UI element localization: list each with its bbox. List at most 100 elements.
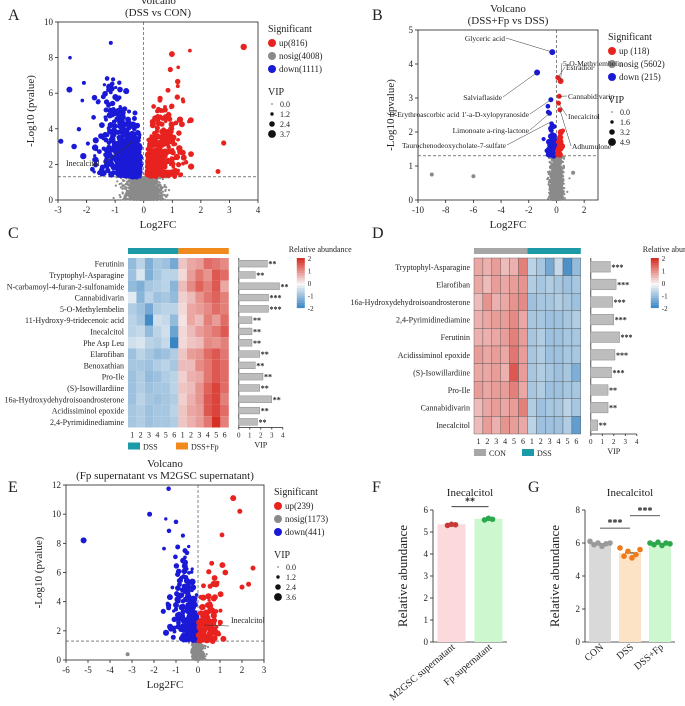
x-tick-label: -2: [83, 205, 91, 215]
vip-size-marker: [269, 121, 275, 127]
data-point: [561, 195, 564, 198]
data-point: [117, 86, 123, 93]
data-point: [105, 168, 110, 172]
y-tick-label: 2: [49, 159, 54, 169]
heat-cell: [186, 291, 196, 304]
heat-cell: [153, 337, 162, 349]
heat-cell: [195, 382, 204, 394]
heat-cell: [144, 337, 154, 349]
data-point: [165, 87, 171, 93]
heat-cell: [220, 371, 229, 383]
row-label: Pro-Ile: [102, 373, 125, 382]
data-point: [558, 131, 563, 137]
data-point: [126, 109, 132, 114]
data-point: [174, 78, 181, 85]
row-label: 11-Hydroxy-9-tridecenoic acid: [25, 316, 124, 325]
data-point: [161, 178, 164, 181]
heat-cell: [161, 280, 170, 292]
data-point: [558, 166, 562, 169]
data-point: [558, 179, 561, 182]
heat-cell: [203, 258, 212, 270]
data-point: [118, 117, 125, 124]
heat-cell: [144, 325, 154, 338]
data-point: [555, 197, 558, 200]
heat-cell: [220, 416, 229, 428]
heat-cell: [195, 291, 204, 304]
heat-cell: [153, 393, 162, 405]
data-point: [176, 130, 182, 136]
heat-cell: [144, 258, 154, 270]
data-point: [155, 164, 162, 171]
row-label: Tryptophyl-Asparagine: [49, 271, 124, 280]
vip-size-label: 3.7: [280, 130, 290, 139]
heat-cell: [170, 337, 179, 349]
data-point: [152, 130, 157, 136]
heat-cell: [170, 314, 179, 326]
heat-cell: [161, 314, 170, 326]
heat-cell: [128, 348, 137, 360]
data-point: [181, 99, 186, 104]
heat-cell: [136, 393, 145, 405]
data-point: [159, 169, 165, 176]
data-point: [553, 162, 556, 165]
heat-cell: [212, 258, 221, 270]
heat-cell: [178, 291, 187, 304]
heat-cell: [186, 337, 196, 349]
data-point: [134, 198, 137, 201]
heat-cell: [195, 359, 204, 371]
heat-cell: [161, 382, 170, 394]
data-point: [563, 155, 566, 158]
heat-cell: [128, 416, 137, 428]
data-point: [125, 189, 128, 193]
data-point: [159, 198, 162, 201]
heat-cell: [186, 404, 196, 417]
data-point: [562, 167, 565, 170]
annotation-text: Inecalcitol: [568, 112, 600, 121]
data-point: [168, 137, 176, 145]
data-point: [556, 100, 561, 106]
data-point: [118, 104, 122, 109]
data-point: [140, 190, 143, 194]
data-point: [188, 48, 192, 53]
y-tick-label: 5: [409, 25, 414, 35]
heat-cell: [203, 404, 212, 417]
heat-cell: [136, 291, 145, 304]
x-tick-label: 2: [199, 205, 204, 215]
data-point: [566, 190, 569, 193]
data-point: [129, 198, 132, 201]
legend-entry: nosig(4008): [279, 51, 323, 61]
data-point: [128, 179, 131, 182]
panel-label-c: C: [8, 225, 19, 242]
data-point: [159, 121, 165, 127]
data-point: [548, 195, 551, 198]
data-point: [139, 187, 142, 191]
column-label: 4: [206, 431, 210, 440]
heat-cell: [203, 348, 212, 360]
heat-cell: [128, 325, 137, 338]
data-point: [148, 182, 151, 185]
data-point: [123, 88, 130, 95]
heat-cell: [220, 303, 229, 315]
data-point: [163, 165, 168, 170]
data-point: [147, 196, 151, 199]
data-point: [114, 162, 120, 168]
heat-cell: [144, 382, 154, 394]
annotation-text: Glyceric acid: [465, 34, 505, 43]
vip-size-marker: [271, 103, 273, 105]
heat-cell: [136, 258, 145, 270]
data-point: [169, 162, 173, 167]
x-tick-label: -2: [525, 205, 533, 215]
heat-cell: [220, 359, 229, 371]
data-point: [163, 198, 166, 201]
heat-cell: [212, 303, 221, 315]
heat-cell: [195, 303, 204, 315]
data-point: [136, 196, 139, 199]
data-point: [176, 138, 180, 142]
data-point: [140, 186, 143, 189]
y-tick-label: 1: [409, 161, 414, 171]
heat-cell: [220, 314, 229, 326]
data-point: [160, 193, 163, 196]
data-point: [156, 196, 159, 199]
data-point: [160, 129, 167, 136]
